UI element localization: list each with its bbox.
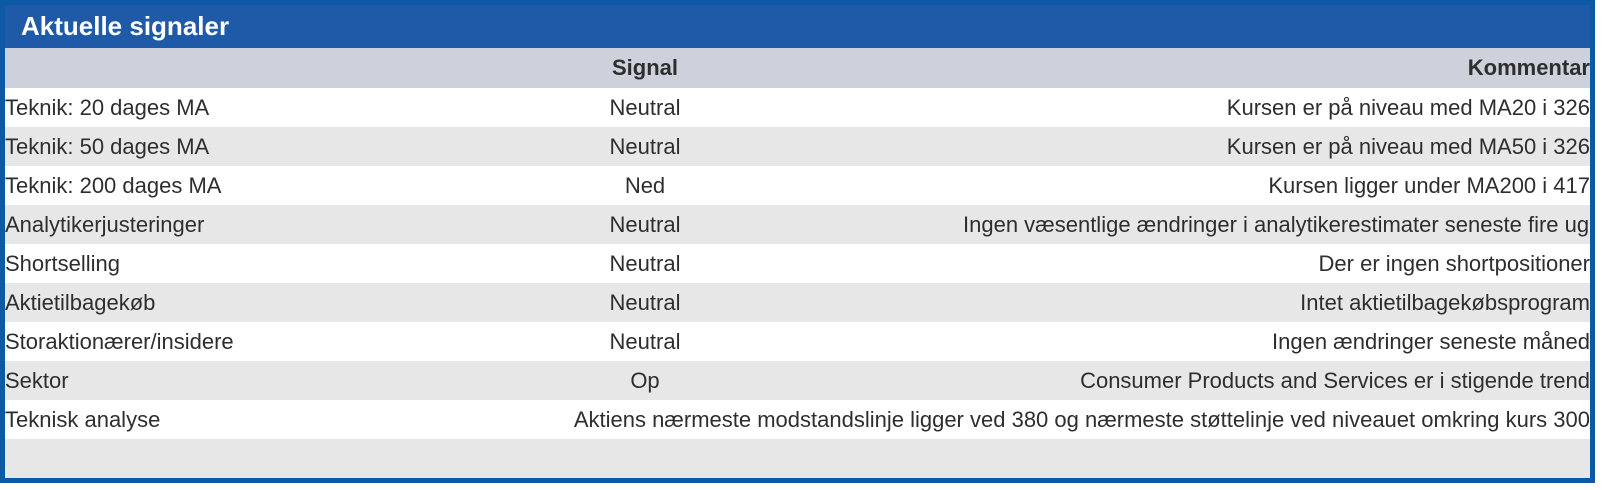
signal-value: Neutral [609, 133, 681, 159]
comment-value: Intet aktietilbagekøbsprogram [1300, 289, 1590, 315]
comment-value: Kursen er på niveau med MA50 i 326 [1226, 133, 1590, 159]
row-label: Teknisk analyse [5, 406, 161, 432]
panel-title: Aktuelle signaler [21, 11, 230, 41]
comment-value: Kursen ligger under MA200 i 417 [1268, 172, 1590, 198]
empty-cell [5, 439, 1590, 478]
signal-value: Neutral [609, 289, 681, 315]
panel-title-bar: Aktuelle signaler [5, 5, 1590, 48]
row-label: Sektor [5, 367, 69, 393]
row-label: Teknik: 200 dages MA [5, 172, 222, 198]
table-header-row: Signal Kommentar [5, 48, 1590, 88]
table-row: Teknik: 20 dages MA Neutral Kursen er på… [5, 88, 1590, 127]
signal-value: Ned [624, 172, 666, 198]
header-comment: Kommentar [1467, 55, 1590, 80]
row-label: Teknik: 50 dages MA [5, 133, 210, 159]
comment-value: Ingen ændringer seneste måned [1272, 328, 1590, 354]
comment-value: Aktiens nærmeste modstandslinje ligger v… [573, 406, 1590, 432]
comment-value: Ingen væsentlige ændringer i analytikere… [963, 211, 1590, 237]
table-row: Teknik: 50 dages MA Neutral Kursen er på… [5, 127, 1590, 166]
signal-value: Neutral [609, 250, 681, 276]
empty-footer-row [5, 439, 1590, 478]
row-label: Storaktionærer/insidere [5, 328, 234, 354]
signal-value: Neutral [609, 94, 681, 120]
table-row: Aktietilbagekøb Neutral Intet aktietilba… [5, 283, 1590, 322]
header-signal: Signal [611, 55, 678, 80]
comment-value: Kursen er på niveau med MA20 i 326 [1226, 94, 1590, 120]
row-label: Teknik: 20 dages MA [5, 94, 210, 120]
signal-value: Neutral [609, 211, 681, 237]
comment-value: Consumer Products and Services er i stig… [1080, 367, 1590, 393]
table-row: Analytikerjusteringer Neutral Ingen væse… [5, 205, 1590, 244]
header-label [5, 48, 327, 88]
table-row: Storaktionærer/insidere Neutral Ingen æn… [5, 322, 1590, 361]
signal-value: Neutral [609, 328, 681, 354]
table-row: Teknisk analyse Aktiens nærmeste modstan… [5, 400, 1590, 439]
comment-value: Der er ingen shortpositioner [1318, 250, 1590, 276]
row-label: Aktietilbagekøb [5, 289, 156, 315]
row-label: Analytikerjusteringer [5, 211, 205, 237]
table-row: Teknik: 200 dages MA Ned Kursen ligger u… [5, 166, 1590, 205]
signal-value: Op [630, 367, 660, 393]
signals-table: Signal Kommentar Teknik: 20 dages MA Neu… [5, 48, 1590, 478]
row-label: Shortselling [5, 250, 120, 276]
table-row: Shortselling Neutral Der er ingen shortp… [5, 244, 1590, 283]
table-row: Sektor Op Consumer Products and Services… [5, 361, 1590, 400]
